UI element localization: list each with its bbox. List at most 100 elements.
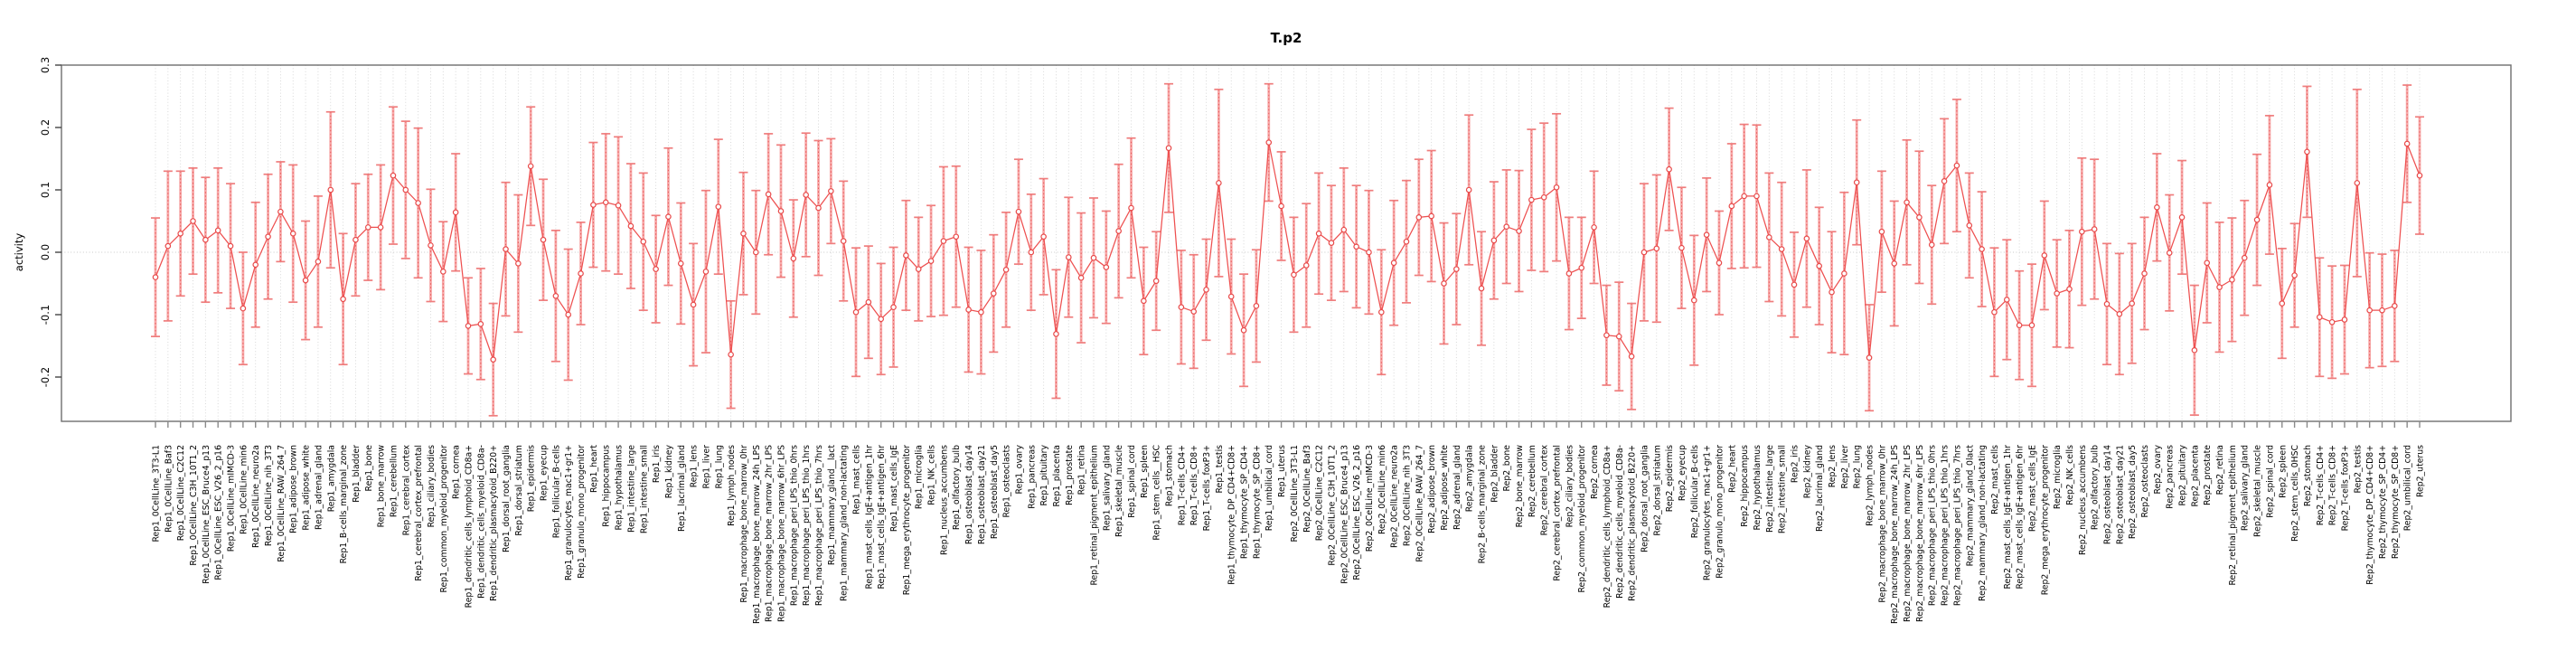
data-point-marker <box>214 227 221 234</box>
x-category-label: Rep2_0CellLine_neuro2a <box>1390 445 1400 548</box>
x-category-label: Rep1_macrophage_bone_marrow_2hr_LPS <box>765 445 775 622</box>
x-category-label: Rep1_spinal_cord <box>1127 445 1137 518</box>
x-category-label: Rep1_testis <box>1215 445 1225 494</box>
x-category-label: Rep2_macrophage_bone_marrow_0hr <box>1877 445 1887 603</box>
x-category-label: Rep2_macrophage_peri_LPS_thio_7hrs <box>1952 445 1962 606</box>
x-category-label: Rep2_dendritic_cells_myeloid_CD8a- <box>1615 445 1625 599</box>
data-point-marker <box>252 261 259 269</box>
x-category-label: Rep1_macrophage_peri_LPS_thio_0hrs <box>789 445 799 606</box>
x-category-label: Rep2_macrophage_peri_LPS_thio_1hrs <box>1941 445 1951 606</box>
data-point-marker <box>1991 308 1998 316</box>
data-point-marker <box>1904 199 1910 206</box>
data-point-marker <box>1866 354 1873 361</box>
data-point-marker <box>552 292 559 299</box>
x-category-label: Rep1_heart <box>589 445 599 493</box>
x-category-label: Rep2_placenta <box>2190 445 2200 506</box>
data-point-marker <box>1553 184 1560 191</box>
data-point-marker <box>1478 285 1485 292</box>
x-category-label: Rep2_T-cells_CD4+ <box>2316 445 2326 525</box>
data-point-marker <box>940 238 947 244</box>
data-point-marker <box>240 305 247 312</box>
data-point-marker <box>515 260 522 267</box>
data-point-marker <box>2166 250 2173 256</box>
data-point-marker <box>1328 240 1335 246</box>
data-point-marker <box>2416 172 2423 179</box>
x-category-label: Rep1_skeletal_muscle <box>1114 445 1124 537</box>
x-category-label: Rep2_olfactory_bulb <box>2091 445 2101 530</box>
data-point-marker <box>1340 226 1348 233</box>
data-point-marker <box>2253 216 2261 223</box>
data-point-marker <box>2129 300 2135 307</box>
plot-title: T.p2 <box>1270 30 1302 46</box>
x-category-label: Rep1_0CellLine_nih_3T3 <box>264 445 274 546</box>
x-category-label: Rep1_thymocyte_DP_CD4+CD8+ <box>1227 445 1237 585</box>
data-point-marker <box>1878 228 1885 235</box>
data-point-marker <box>2403 140 2411 147</box>
y-tick-label: 0.2 <box>39 119 52 136</box>
data-point-marker <box>677 260 684 267</box>
data-point-marker <box>990 290 997 297</box>
x-category-label: Rep1_mast_cells_IgE+antigen_6hr <box>877 445 887 590</box>
data-point-marker <box>740 230 747 237</box>
data-point-marker <box>2216 284 2223 290</box>
x-category-label: Rep2_adipose_white <box>1440 445 1450 531</box>
x-category-label: Rep2_microglia <box>2053 445 2063 509</box>
x-category-label: Rep2_bone_marrow <box>1515 445 1525 528</box>
data-point-marker <box>2028 322 2035 329</box>
x-category-label: Rep2_macrophage_bone_marrow_2hr_LPS <box>1903 445 1913 622</box>
data-point-marker <box>1540 193 1547 201</box>
data-point-marker <box>1678 244 1685 251</box>
data-point-marker <box>690 301 697 308</box>
data-point-marker <box>590 202 597 208</box>
data-point-marker <box>227 242 234 250</box>
x-category-label: Rep2_0CellLine_C3H_10T1_2 <box>1327 445 1337 566</box>
data-point-marker <box>2304 148 2310 156</box>
x-category-label: Rep2_mast_cells <box>1990 445 2000 514</box>
x-category-label: Rep2_pancreas <box>2166 445 2176 509</box>
data-point-marker <box>302 277 309 284</box>
data-point-marker <box>1615 333 1622 340</box>
x-category-label: Rep1_0CellLine_ESC_V26_2_p16 <box>214 445 224 580</box>
data-point-marker <box>490 356 496 363</box>
x-category-label: Rep2_stem_cells_0HSC <box>2290 445 2300 542</box>
x-category-label: Rep1_0CellLine_mIMCD-3 <box>227 445 237 552</box>
x-category-label: Rep1_0CellLine_RAW_264_7 <box>277 445 287 562</box>
y-tick-label: -0.2 <box>39 367 52 387</box>
x-category-label: Rep2_retinal_pigment_epithelium <box>2228 445 2238 586</box>
data-point-marker <box>1891 260 1898 267</box>
data-point-marker <box>503 246 509 252</box>
data-point-marker <box>965 307 972 313</box>
x-category-label: Rep1_B-cells_marginal_zone <box>339 445 349 564</box>
x-category-label: Rep1_intestine_large <box>626 445 636 533</box>
x-category-label: Rep1_ovary <box>1014 445 1024 495</box>
data-point-marker <box>1415 214 1423 221</box>
data-point-marker <box>640 238 647 245</box>
x-category-label: Rep2_mast_cells_IgE+antigen_6hr <box>2016 445 2026 590</box>
data-point-marker <box>1077 274 1085 281</box>
x-category-label: Rep1_mast_cells_IgE+antigen_1hr <box>864 445 874 590</box>
data-point-marker <box>277 208 284 215</box>
x-category-label: Rep2_common_myeloid_progenitor <box>1577 445 1587 593</box>
x-category-label: Rep2_osteoblast_day5 <box>2128 445 2138 539</box>
x-category-label: Rep2_NK_cells <box>2065 445 2075 505</box>
data-point-marker <box>1203 287 1209 293</box>
x-category-label: Rep1_iris <box>652 445 662 483</box>
x-category-label: Rep1_osteoblast_day5 <box>990 445 1000 539</box>
x-category-label: Rep2_0CellLine_nih_3T3 <box>1402 445 1412 546</box>
data-point-marker <box>1428 212 1434 220</box>
x-category-label: Rep2_lung <box>1853 445 1863 489</box>
data-point-marker <box>2392 303 2398 309</box>
data-point-marker <box>1853 179 1860 186</box>
data-point-marker <box>1591 224 1597 231</box>
x-category-label: Rep2_cerebral_cortex <box>1540 445 1550 536</box>
x-category-label: Rep1_thymocyte_SP_CD8+ <box>1252 445 1262 559</box>
x-category-label: Rep1_mega_erythrocyte_progenitor <box>902 445 912 595</box>
x-category-label: Rep2_macrophage_bone_marrow_24h_LPS <box>1890 445 1900 624</box>
data-point-marker <box>353 236 359 243</box>
x-category-label: Rep1_olfactory_bulb <box>952 445 962 530</box>
x-category-label: Rep2_hypothalamus <box>1753 445 1763 531</box>
data-point-marker <box>1916 214 1923 221</box>
data-point-marker <box>1366 249 1372 256</box>
